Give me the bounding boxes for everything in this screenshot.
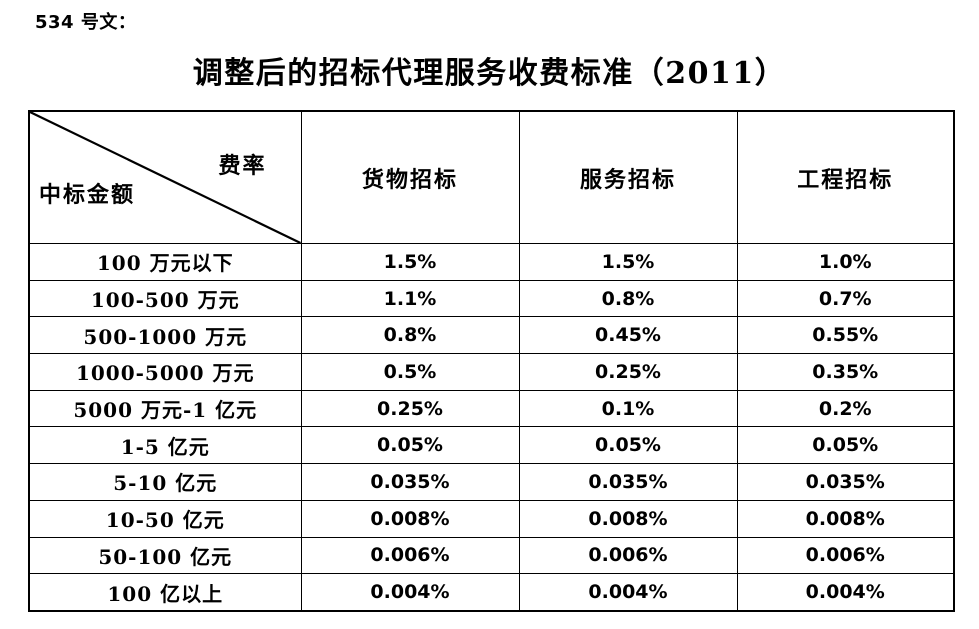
- rate-cell-engineering: 0.05%: [736, 426, 955, 465]
- amount-cell: 5-10 亿元: [28, 463, 302, 501]
- rate-cell-goods: 0.5%: [300, 353, 520, 391]
- rate-cell-engineering: 0.7%: [736, 279, 955, 318]
- diagonal-divider-line: [30, 112, 301, 243]
- rate-cell-engineering: 0.008%: [736, 499, 955, 538]
- amount-cell: 50-100 亿元: [28, 536, 302, 575]
- column-header-engineering: 工程招标: [736, 110, 955, 244]
- rate-cell-goods: 0.035%: [300, 463, 520, 501]
- table-row: 100 万元以下 1.5% 1.5% 1.0%: [28, 243, 955, 281]
- rate-cell-goods: 1.5%: [300, 243, 520, 281]
- rate-cell-goods: 0.008%: [300, 499, 520, 538]
- rate-cell-engineering: 0.55%: [736, 316, 955, 355]
- table-row: 1-5 亿元 0.05% 0.05% 0.05%: [28, 426, 955, 465]
- rate-cell-goods: 0.25%: [300, 389, 520, 428]
- corner-header-cell: 费率 中标金额: [28, 110, 302, 244]
- rate-cell-service: 0.1%: [518, 389, 738, 428]
- rate-cell-engineering: 1.0%: [736, 243, 955, 281]
- amount-cell: 500-1000 万元: [28, 316, 302, 355]
- rate-cell-engineering: 0.035%: [736, 463, 955, 501]
- amount-cell: 10-50 亿元: [28, 499, 302, 538]
- rate-cell-service: 0.8%: [518, 279, 738, 318]
- rate-cell-service: 0.035%: [518, 463, 738, 501]
- rate-cell-goods: 0.8%: [300, 316, 520, 355]
- column-header-goods: 货物招标: [300, 110, 520, 244]
- corner-rate-label: 费率: [218, 153, 267, 179]
- amount-cell: 100 亿以上: [28, 573, 302, 612]
- rate-cell-service: 0.45%: [518, 316, 738, 355]
- amount-cell: 5000 万元-1 亿元: [28, 389, 302, 428]
- amount-cell: 1000-5000 万元: [28, 353, 302, 391]
- rate-cell-engineering: 0.2%: [736, 389, 955, 428]
- rate-cell-service: 0.008%: [518, 499, 738, 538]
- amount-cell: 100 万元以下: [28, 243, 302, 281]
- table-row: 100-500 万元 1.1% 0.8% 0.7%: [28, 279, 955, 318]
- rate-cell-engineering: 0.35%: [736, 353, 955, 391]
- rate-cell-engineering: 0.004%: [736, 573, 955, 612]
- rate-cell-engineering: 0.006%: [736, 536, 955, 575]
- rate-cell-goods: 0.05%: [300, 426, 520, 465]
- table-row: 5000 万元-1 亿元 0.25% 0.1% 0.2%: [28, 389, 955, 428]
- header-row: 费率 中标金额 货物招标 服务招标 工程招标: [28, 110, 955, 244]
- amount-cell: 1-5 亿元: [28, 426, 302, 465]
- rate-cell-goods: 0.004%: [300, 573, 520, 612]
- rate-cell-service: 0.25%: [518, 353, 738, 391]
- table-row: 500-1000 万元 0.8% 0.45% 0.55%: [28, 316, 955, 355]
- amount-cell: 100-500 万元: [28, 279, 302, 318]
- rate-cell-service: 1.5%: [518, 243, 738, 281]
- table-row: 50-100 亿元 0.006% 0.006% 0.006%: [28, 536, 955, 575]
- rate-cell-service: 0.006%: [518, 536, 738, 575]
- doc-number: 534 号文：: [35, 12, 137, 33]
- rate-cell-goods: 0.006%: [300, 536, 520, 575]
- table-row: 10-50 亿元 0.008% 0.008% 0.008%: [28, 499, 955, 538]
- rate-cell-service: 0.05%: [518, 426, 738, 465]
- table-row: 5-10 亿元 0.035% 0.035% 0.035%: [28, 463, 955, 501]
- table-row: 100 亿以上 0.004% 0.004% 0.004%: [28, 573, 955, 612]
- column-header-service: 服务招标: [518, 110, 738, 244]
- rate-cell-goods: 1.1%: [300, 279, 520, 318]
- page-title: 调整后的招标代理服务收费标准（2011）: [192, 56, 787, 91]
- corner-amount-label: 中标金额: [39, 182, 136, 208]
- table-row: 1000-5000 万元 0.5% 0.25% 0.35%: [28, 353, 955, 391]
- fee-rate-table: 费率 中标金额 货物招标 服务招标 工程招标 100 万元以下 1.5% 1.5…: [28, 110, 955, 612]
- rate-cell-service: 0.004%: [518, 573, 738, 612]
